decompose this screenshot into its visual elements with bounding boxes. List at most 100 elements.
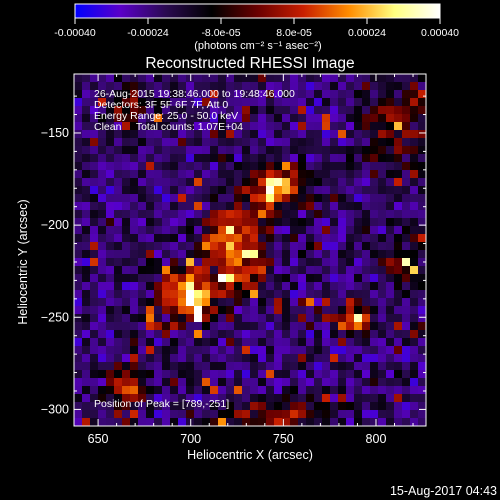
- heatmap-cell: [218, 242, 227, 251]
- heatmap-cell: [386, 322, 395, 331]
- heatmap-cell: [410, 210, 419, 219]
- heatmap-cell: [242, 410, 251, 419]
- heatmap-cell: [378, 74, 387, 83]
- heatmap-cell: [362, 122, 371, 131]
- heatmap-cell: [290, 402, 299, 411]
- heatmap-cell: [386, 162, 395, 171]
- heatmap-cell: [394, 74, 403, 83]
- heatmap-cell: [154, 314, 163, 323]
- heatmap-cell: [74, 346, 83, 355]
- heatmap-cell: [306, 250, 315, 259]
- heatmap-cell: [322, 186, 331, 195]
- heatmap-cell: [314, 290, 323, 299]
- heatmap-cell: [98, 178, 107, 187]
- heatmap-cell: [122, 338, 131, 347]
- heatmap-cell: [82, 170, 91, 179]
- heatmap-cell: [162, 346, 171, 355]
- heatmap-cell: [186, 218, 195, 227]
- heatmap-cell: [314, 402, 323, 411]
- heatmap-cell: [234, 354, 243, 363]
- heatmap-cell: [314, 250, 323, 259]
- heatmap-cell: [122, 114, 131, 123]
- heatmap-cell: [218, 386, 227, 395]
- heatmap-cell: [394, 354, 403, 363]
- heatmap-cell: [74, 74, 83, 83]
- heatmap-cell: [386, 106, 395, 115]
- heatmap-cell: [194, 346, 203, 355]
- heatmap-cell: [314, 74, 323, 83]
- heatmap-cell: [186, 266, 195, 275]
- heatmap-cell: [306, 402, 315, 411]
- heatmap-cell: [258, 106, 267, 115]
- heatmap-cell: [74, 322, 83, 331]
- heatmap-cell: [282, 362, 291, 371]
- heatmap-cell: [178, 106, 187, 115]
- heatmap-cell: [74, 138, 83, 147]
- heatmap-cell: [226, 418, 235, 426]
- heatmap-cell: [330, 202, 339, 211]
- heatmap-cell: [306, 322, 315, 331]
- heatmap-cell: [346, 362, 355, 371]
- heatmap-cell: [314, 106, 323, 115]
- heatmap-cell: [154, 258, 163, 267]
- heatmap-cell: [122, 354, 131, 363]
- heatmap-cell: [354, 122, 363, 131]
- heatmap-cell: [330, 90, 339, 99]
- heatmap-cell: [234, 250, 243, 259]
- heatmap-cell: [402, 354, 411, 363]
- heatmap-cell: [282, 74, 291, 83]
- heatmap-cell: [338, 314, 347, 323]
- heatmap-cell: [194, 322, 203, 331]
- heatmap-cell: [154, 346, 163, 355]
- heatmap-cell: [122, 154, 131, 163]
- heatmap-cell: [410, 82, 419, 91]
- heatmap-cell: [154, 234, 163, 243]
- heatmap-cell: [274, 258, 283, 267]
- heatmap-cell: [346, 394, 355, 403]
- heatmap-cell: [114, 338, 123, 347]
- heatmap-cell: [330, 274, 339, 283]
- heatmap-cell: [226, 306, 235, 315]
- heatmap-cell: [106, 266, 115, 275]
- heatmap-cell: [98, 146, 107, 155]
- heatmap-cell: [162, 226, 171, 235]
- heatmap-cell: [378, 274, 387, 283]
- heatmap-cell: [186, 146, 195, 155]
- heatmap-cell: [226, 370, 235, 379]
- heatmap-cell: [194, 370, 203, 379]
- heatmap-cell: [410, 178, 419, 187]
- heatmap-cell: [394, 218, 403, 227]
- heatmap-cell: [290, 162, 299, 171]
- info-detectors: Detectors: 3F 5F 6F 7F, Att 0: [94, 99, 228, 111]
- heatmap-cell: [338, 242, 347, 251]
- heatmap-cell: [362, 370, 371, 379]
- heatmap-cell: [186, 122, 195, 131]
- heatmap-cell: [82, 274, 91, 283]
- heatmap-cell: [330, 178, 339, 187]
- heatmap-cell: [154, 378, 163, 387]
- heatmap-cell: [322, 354, 331, 363]
- heatmap-cell: [74, 186, 83, 195]
- heatmap-cell: [106, 242, 115, 251]
- heatmap-cell: [186, 274, 195, 283]
- heatmap-cell: [90, 170, 99, 179]
- heatmap-cell: [274, 322, 283, 331]
- heatmap-cell: [74, 130, 83, 139]
- heatmap-cell: [266, 418, 275, 426]
- heatmap-cell: [106, 394, 115, 403]
- heatmap-cell: [106, 282, 115, 291]
- heatmap-cell: [106, 378, 115, 387]
- heatmap-cell: [418, 354, 426, 363]
- heatmap-cell: [74, 410, 83, 419]
- heatmap-cell: [226, 226, 235, 235]
- heatmap-cell: [218, 394, 227, 403]
- heatmap-cell: [162, 194, 171, 203]
- heatmap-cell: [218, 90, 227, 99]
- heatmap-cell: [282, 218, 291, 227]
- heatmap-cell: [98, 274, 107, 283]
- heatmap-cell: [82, 314, 91, 323]
- heatmap-cell: [418, 290, 426, 299]
- heatmap-cell: [122, 274, 131, 283]
- heatmap-cell: [138, 162, 147, 171]
- heatmap-cell: [250, 298, 259, 307]
